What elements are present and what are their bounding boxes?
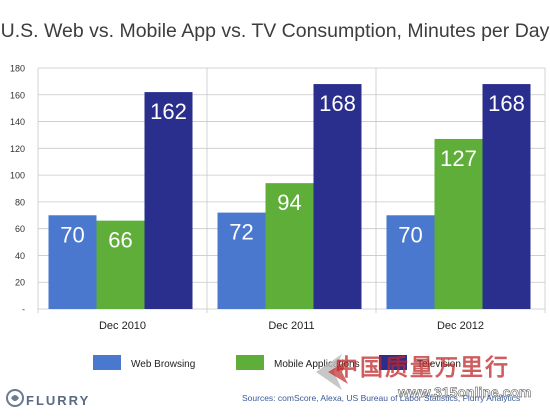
bar-value-label: 168 bbox=[319, 91, 356, 116]
legend-swatch bbox=[93, 355, 121, 370]
flurry-logo-text: FLURRY bbox=[26, 393, 91, 408]
bar bbox=[386, 215, 435, 309]
y-tick-label: 160 bbox=[10, 90, 25, 100]
legend-swatch bbox=[379, 355, 407, 370]
y-tick-label: 40 bbox=[15, 251, 25, 261]
bar bbox=[48, 215, 97, 309]
chart-title: U.S. Web vs. Mobile App vs. TV Consumpti… bbox=[0, 20, 550, 42]
sources-note: Sources: comScore, Alexa, US Bureau of L… bbox=[242, 393, 521, 403]
legend-label: Television bbox=[417, 359, 461, 370]
y-tick-label: 20 bbox=[15, 278, 25, 288]
legend-label: Mobile Applications bbox=[274, 359, 360, 370]
bar-value-label: 127 bbox=[440, 146, 477, 171]
bar-value-label: 162 bbox=[150, 99, 187, 124]
bar bbox=[482, 84, 531, 309]
bar bbox=[96, 220, 145, 309]
x-tick-label: Dec 2011 bbox=[268, 320, 314, 332]
legend-swatch bbox=[236, 355, 264, 370]
bar-value-label: 70 bbox=[398, 222, 422, 247]
bar-value-label: 66 bbox=[108, 228, 132, 253]
y-tick-label: 180 bbox=[10, 64, 25, 74]
bar-value-label: 168 bbox=[488, 91, 525, 116]
y-tick-label: 80 bbox=[15, 197, 25, 207]
bar bbox=[144, 92, 193, 309]
watermark-url: www.315online.com bbox=[398, 384, 532, 401]
y-tick-label: 140 bbox=[10, 117, 25, 127]
watermark-arrow-icon bbox=[316, 354, 348, 390]
bar-value-label: 94 bbox=[277, 190, 301, 215]
bar bbox=[217, 212, 266, 309]
x-tick-label: Dec 2010 bbox=[99, 320, 146, 332]
y-tick-label: 60 bbox=[15, 224, 25, 234]
y-tick-label: 120 bbox=[10, 144, 25, 154]
bar bbox=[265, 183, 314, 309]
legend-label: Web Browsing bbox=[131, 359, 195, 370]
y-tick-label: - bbox=[22, 305, 25, 315]
bar-value-label: 70 bbox=[60, 222, 84, 247]
watermark-text: 中国质量万里行 bbox=[335, 354, 510, 380]
bar bbox=[434, 138, 483, 309]
flurry-logo-icon bbox=[6, 389, 24, 407]
bar bbox=[313, 84, 362, 309]
x-tick-label: Dec 2012 bbox=[437, 320, 484, 332]
y-tick-label: 100 bbox=[10, 171, 25, 181]
bar-value-label: 72 bbox=[229, 220, 253, 245]
